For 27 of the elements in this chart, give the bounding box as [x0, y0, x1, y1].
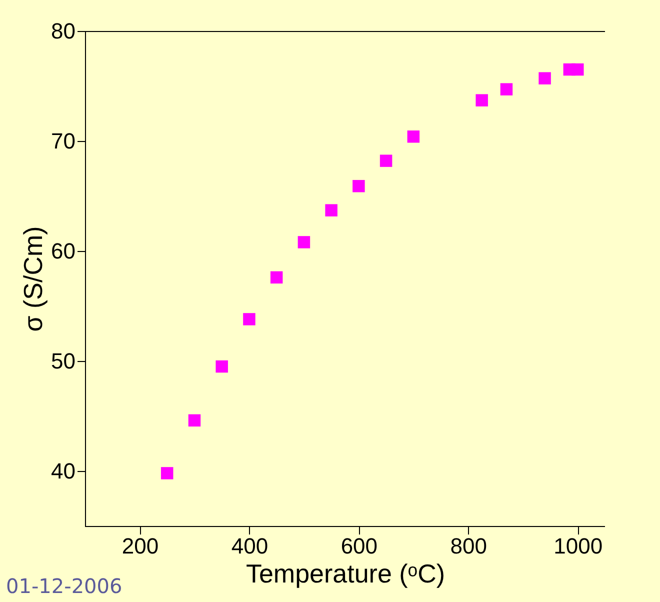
- x-tick-label: 1000: [554, 534, 603, 558]
- y-tick-label: 70: [51, 128, 76, 154]
- x-axis-title: Temperature (ᵒC): [246, 558, 446, 588]
- point: [380, 154, 392, 167]
- point: [270, 271, 283, 284]
- point: [216, 360, 228, 373]
- x-tick-label: 600: [340, 534, 378, 558]
- point: [476, 94, 488, 106]
- x-tick-label: 800: [450, 534, 488, 558]
- point: [352, 180, 365, 192]
- y-tick-label: 60: [51, 238, 76, 264]
- point: [500, 83, 513, 96]
- y-tick-label: 40: [51, 458, 76, 484]
- point: [572, 63, 584, 76]
- y-tick-label: 80: [51, 18, 76, 44]
- x-tick-label: 200: [122, 534, 159, 558]
- y-axis-title: σ (S/Cm): [18, 226, 48, 332]
- point: [160, 467, 174, 480]
- x-tick-label: 400: [231, 534, 268, 558]
- point: [325, 204, 338, 216]
- point: [243, 313, 256, 326]
- point: [407, 130, 420, 143]
- point: [188, 414, 201, 427]
- y-tick-label: 50: [51, 348, 76, 374]
- text: 01-12-2006: [6, 574, 122, 598]
- point: [538, 72, 551, 84]
- point: [298, 236, 310, 248]
